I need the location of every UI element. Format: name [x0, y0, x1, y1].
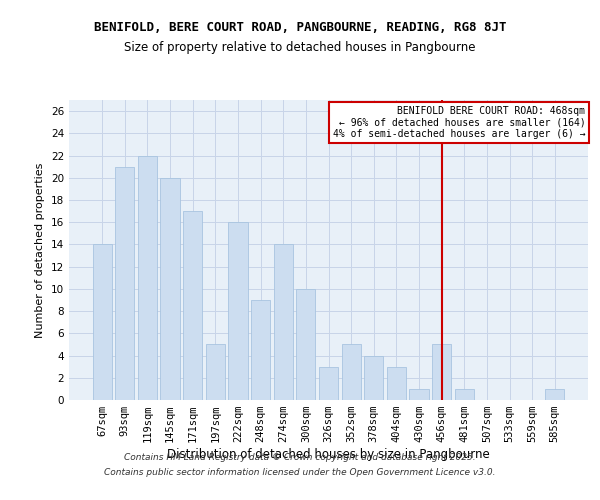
Bar	[160, 178, 180, 400]
Bar	[183, 211, 202, 400]
Bar	[319, 366, 338, 400]
Bar	[206, 344, 225, 400]
Text: BENIFOLD BERE COURT ROAD: 468sqm
← 96% of detached houses are smaller (164)
4% o: BENIFOLD BERE COURT ROAD: 468sqm ← 96% o…	[333, 106, 586, 139]
Bar	[545, 389, 565, 400]
Bar	[409, 389, 428, 400]
Y-axis label: Number of detached properties: Number of detached properties	[35, 162, 46, 338]
X-axis label: Distribution of detached houses by size in Pangbourne: Distribution of detached houses by size …	[167, 448, 490, 461]
Text: Contains public sector information licensed under the Open Government Licence v3: Contains public sector information licen…	[104, 468, 496, 477]
Text: Contains HM Land Registry data © Crown copyright and database right 2025.: Contains HM Land Registry data © Crown c…	[124, 453, 476, 462]
Bar	[92, 244, 112, 400]
Bar	[115, 166, 134, 400]
Text: BENIFOLD, BERE COURT ROAD, PANGBOURNE, READING, RG8 8JT: BENIFOLD, BERE COURT ROAD, PANGBOURNE, R…	[94, 21, 506, 34]
Bar	[296, 289, 316, 400]
Bar	[138, 156, 157, 400]
Bar	[455, 389, 474, 400]
Bar	[387, 366, 406, 400]
Text: Size of property relative to detached houses in Pangbourne: Size of property relative to detached ho…	[124, 41, 476, 54]
Bar	[341, 344, 361, 400]
Bar	[251, 300, 270, 400]
Bar	[274, 244, 293, 400]
Bar	[364, 356, 383, 400]
Bar	[432, 344, 451, 400]
Bar	[229, 222, 248, 400]
